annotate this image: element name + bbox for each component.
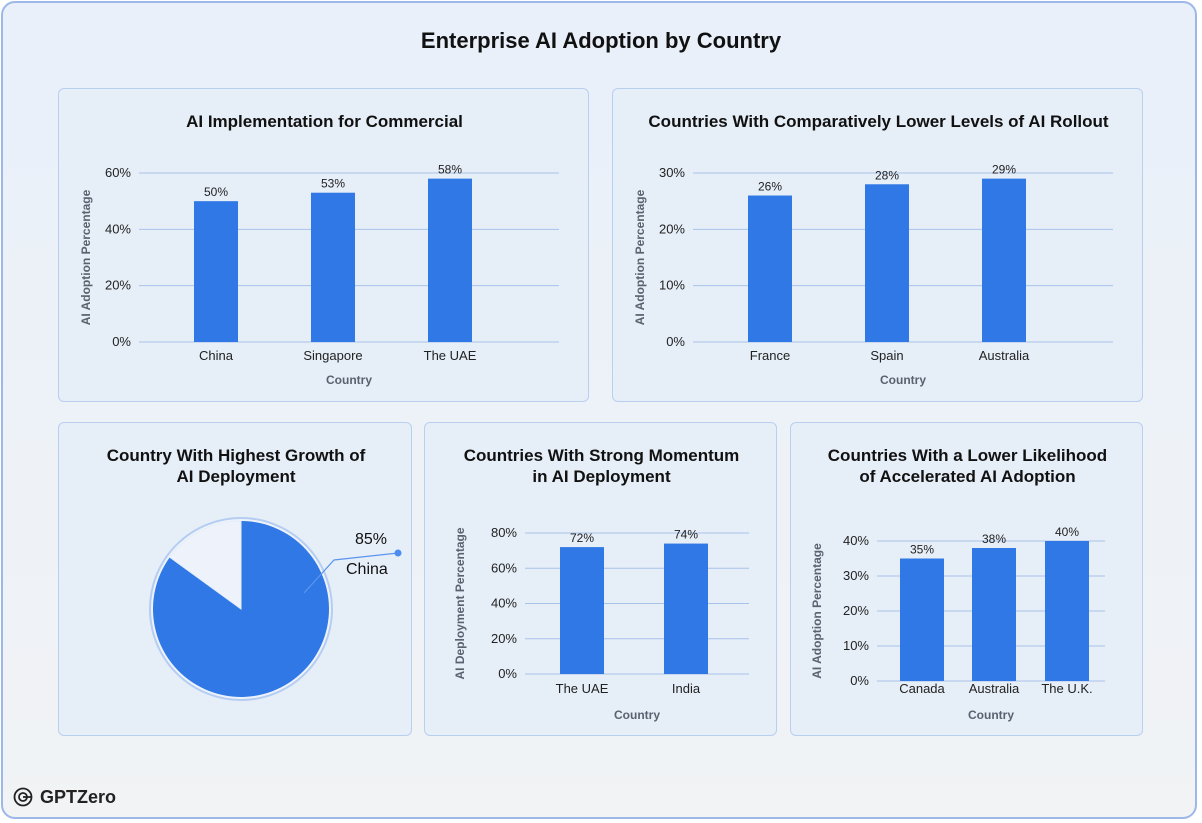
y-axis-label: AI Adoption Percentage: [633, 189, 647, 325]
chart-panel-highest-growth: Country With Highest Growth of AI Deploym…: [58, 422, 412, 736]
data-label: 53%: [321, 177, 345, 191]
bar-the-u-k-: [1045, 541, 1089, 681]
x-tick-label: India: [672, 681, 701, 696]
y-axis-label: AI Adoption Percentage: [79, 189, 93, 325]
data-label: 72%: [570, 531, 594, 545]
y-tick-label: 0%: [112, 334, 131, 349]
bar-australia: [982, 178, 1026, 342]
x-tick-label: The UAE: [556, 681, 609, 696]
x-axis-label: Country: [614, 708, 660, 722]
data-label: 29%: [992, 163, 1016, 177]
page-title: Enterprise AI Adoption by Country: [420, 28, 782, 53]
x-tick-label: The UAE: [424, 348, 477, 363]
y-tick-label: 0%: [498, 666, 517, 681]
y-tick-label: 20%: [491, 631, 517, 646]
bar-chart-commercial-implementation: AI Implementation for Commercial 0% 20% 40%…: [79, 112, 559, 387]
bar-chart-lower-likelihood: Countries With a Lower Likelihood of Acce…: [810, 446, 1107, 722]
chart-title: Countries With Comparatively Lower Level…: [648, 112, 1109, 131]
bar-china: [194, 201, 238, 342]
bar-india: [664, 543, 708, 674]
brand-name: GPTZero: [40, 786, 117, 807]
bar-chart-lower-rollout: Countries With Comparatively Lower Level…: [633, 112, 1113, 387]
bar-the-uae: [560, 547, 604, 674]
data-label: 40%: [1055, 525, 1079, 539]
brand-logo: GPTZero: [12, 786, 116, 808]
gptzero-logo-icon: [13, 787, 33, 807]
pie-chart-highest-growth: Country With Highest Growth of AI Deploym…: [107, 446, 402, 701]
bar-australia: [972, 548, 1016, 681]
data-label: 38%: [982, 532, 1006, 546]
chart-title: Country With Highest Growth of: [107, 446, 366, 465]
bar-canada: [900, 558, 944, 681]
chart-title: in AI Deployment: [532, 467, 671, 486]
x-tick-label: The U.K.: [1041, 681, 1092, 696]
y-tick-label: 80%: [491, 525, 517, 540]
pie-value-label: 85%: [355, 531, 387, 548]
y-tick-label: 40%: [843, 533, 869, 548]
chart-title: of Accelerated AI Adoption: [859, 467, 1075, 486]
pie-leader-line: [303, 552, 399, 594]
x-tick-label: Singapore: [303, 348, 362, 363]
data-label: 74%: [674, 528, 698, 542]
data-label: 26%: [758, 180, 782, 194]
data-label: 28%: [875, 168, 899, 182]
chart-panel-lower-rollout: Countries With Comparatively Lower Level…: [612, 88, 1143, 402]
chart-panel-lower-likelihood: Countries With a Lower Likelihood of Acce…: [790, 422, 1143, 736]
pie-leader-dot: [394, 549, 402, 557]
chart-title: Countries With Strong Momentum: [464, 446, 740, 465]
y-tick-label: 60%: [105, 165, 131, 180]
y-axis-label: AI Adoption Percentage: [810, 543, 824, 679]
x-tick-label: Canada: [899, 681, 945, 696]
y-tick-label: 60%: [491, 560, 517, 575]
pie-category-label: China: [346, 561, 388, 578]
data-label: 35%: [910, 543, 934, 557]
x-axis-label: Country: [968, 708, 1014, 722]
x-tick-label: China: [199, 348, 234, 363]
y-tick-label: 10%: [843, 638, 869, 653]
y-tick-label: 30%: [659, 165, 685, 180]
chart-title: AI Deployment: [176, 467, 295, 486]
pie-slice-other: [169, 520, 242, 610]
x-tick-label: Australia: [979, 348, 1030, 363]
data-label: 58%: [438, 163, 462, 177]
x-tick-label: France: [750, 348, 790, 363]
y-tick-label: 20%: [105, 278, 131, 293]
y-tick-label: 20%: [843, 603, 869, 618]
x-tick-label: Spain: [870, 348, 903, 363]
x-axis-label: Country: [880, 373, 926, 387]
y-tick-label: 40%: [491, 596, 517, 611]
bar-the-uae: [428, 178, 472, 342]
data-label: 50%: [204, 185, 228, 199]
x-tick-label: Australia: [969, 681, 1020, 696]
bar-singapore: [311, 192, 355, 342]
y-axis-label: AI Deployment Percentage: [453, 527, 467, 679]
chart-panel-commercial-implementation: AI Implementation for Commercial 0% 20% 40%…: [58, 88, 589, 402]
y-tick-label: 10%: [659, 278, 685, 293]
chart-title: AI Implementation for Commercial: [186, 112, 463, 131]
bar-chart-strong-momentum: Countries With Strong Momentum in AI Depl…: [453, 446, 749, 722]
bar-france: [748, 195, 792, 342]
x-axis-label: Country: [326, 373, 372, 387]
y-tick-label: 30%: [843, 568, 869, 583]
chart-panel-strong-momentum: Countries With Strong Momentum in AI Depl…: [424, 422, 777, 736]
y-tick-label: 40%: [105, 221, 131, 236]
y-tick-label: 0%: [850, 673, 869, 688]
bar-spain: [865, 184, 909, 342]
y-tick-label: 0%: [666, 334, 685, 349]
y-tick-label: 20%: [659, 221, 685, 236]
chart-title: Countries With a Lower Likelihood: [828, 446, 1107, 465]
